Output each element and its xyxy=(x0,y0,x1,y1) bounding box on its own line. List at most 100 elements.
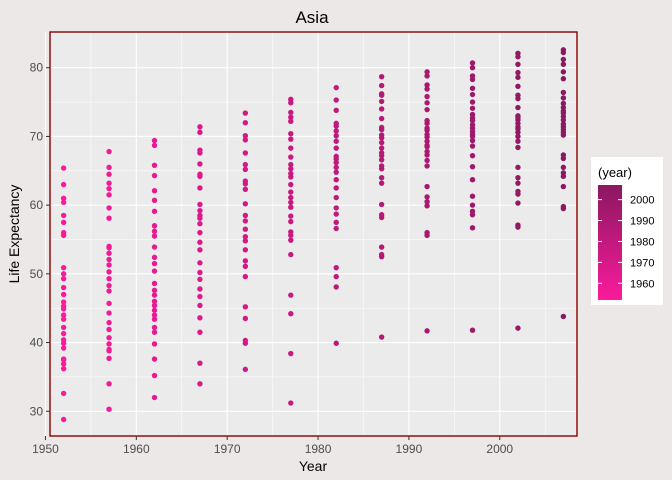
data-point xyxy=(60,219,67,226)
data-point xyxy=(60,275,67,282)
data-point xyxy=(151,312,158,318)
data-point xyxy=(378,91,385,97)
data-point xyxy=(469,65,476,71)
data-point xyxy=(197,207,203,214)
data-point xyxy=(242,186,249,193)
data-point xyxy=(378,212,385,218)
data-point xyxy=(60,345,67,351)
data-point xyxy=(106,256,112,263)
data-point xyxy=(242,212,249,219)
data-point xyxy=(242,238,249,244)
data-point xyxy=(60,212,67,219)
color-legend: (year) 1960 1970 1980 1990 2000 xyxy=(591,157,663,305)
data-point xyxy=(151,197,158,204)
data-point xyxy=(378,174,385,181)
data-point xyxy=(333,177,339,183)
data-point xyxy=(151,260,158,267)
data-point xyxy=(242,161,249,168)
data-point xyxy=(288,130,294,137)
data-point xyxy=(197,171,203,177)
data-point xyxy=(106,319,112,326)
data-point xyxy=(333,107,339,114)
data-point xyxy=(197,286,203,292)
data-point xyxy=(469,193,476,199)
data-point xyxy=(60,365,67,372)
data-point xyxy=(151,223,158,229)
data-point xyxy=(151,298,158,305)
data-point xyxy=(424,229,430,236)
data-point xyxy=(469,137,476,144)
data-point xyxy=(106,288,112,294)
data-point xyxy=(333,205,339,211)
data-point xyxy=(515,92,521,98)
plot-panel xyxy=(50,32,577,436)
data-point xyxy=(469,143,476,149)
data-point xyxy=(378,201,385,208)
data-point xyxy=(106,250,112,256)
data-point xyxy=(106,346,112,353)
data-point xyxy=(333,164,339,171)
data-point xyxy=(560,121,567,127)
data-point xyxy=(151,137,158,144)
x-tick-label: 1960 xyxy=(123,442,150,456)
data-point xyxy=(333,219,339,226)
data-point xyxy=(288,136,294,142)
data-point xyxy=(560,76,567,82)
data-point xyxy=(197,360,203,366)
data-point xyxy=(60,299,67,305)
legend-tick-label: 1960 xyxy=(630,278,654,290)
data-point xyxy=(242,315,249,322)
data-point xyxy=(560,164,567,171)
data-point xyxy=(469,152,476,159)
data-point xyxy=(424,106,430,113)
data-point xyxy=(469,327,476,333)
legend-tick-label: 2000 xyxy=(630,195,654,207)
data-point xyxy=(515,164,521,171)
data-point xyxy=(151,244,158,250)
major-gridlines xyxy=(44,32,577,436)
data-point xyxy=(106,341,112,347)
data-point xyxy=(424,125,430,131)
data-point xyxy=(424,142,430,149)
data-point xyxy=(515,113,521,119)
data-point xyxy=(469,85,476,92)
data-point xyxy=(197,129,203,136)
data-point xyxy=(60,330,67,337)
data-point xyxy=(151,208,158,215)
data-point xyxy=(515,188,521,195)
data-point xyxy=(515,50,521,56)
legend-ticks: 1960 1970 1980 1990 2000 xyxy=(598,195,654,290)
data-point xyxy=(560,56,567,63)
data-point xyxy=(197,185,203,191)
data-point xyxy=(288,204,294,210)
data-point xyxy=(424,194,430,200)
data-point xyxy=(469,111,476,118)
data-point xyxy=(106,262,112,268)
data-point xyxy=(515,174,521,181)
x-axis-title: Year xyxy=(299,458,328,474)
data-point xyxy=(197,212,203,219)
data-point xyxy=(60,165,67,171)
y-tick-label: 60 xyxy=(30,198,44,212)
data-point xyxy=(197,293,203,300)
data-point xyxy=(378,98,385,105)
data-point xyxy=(424,138,430,144)
data-point xyxy=(515,83,521,89)
data-point xyxy=(288,96,294,103)
chart-title: Asia xyxy=(295,8,329,27)
data-point xyxy=(242,110,249,116)
data-point xyxy=(151,394,158,401)
data-point xyxy=(151,254,158,261)
data-point xyxy=(288,189,294,195)
data-point xyxy=(197,220,203,227)
data-point xyxy=(288,400,294,406)
y-tick-label: 80 xyxy=(30,61,44,75)
data-point xyxy=(515,200,521,206)
data-point xyxy=(288,251,294,258)
data-point xyxy=(151,142,158,149)
data-point xyxy=(288,213,294,219)
y-axis-title: Life Expectancy xyxy=(6,185,22,284)
data-point xyxy=(242,150,249,156)
data-point xyxy=(106,335,112,341)
data-point xyxy=(515,144,521,151)
